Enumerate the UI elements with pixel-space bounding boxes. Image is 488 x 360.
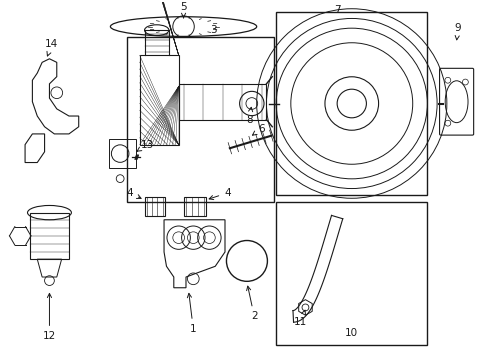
- Text: 14: 14: [45, 40, 59, 56]
- Bar: [109, 139, 136, 168]
- Text: 9: 9: [454, 23, 461, 40]
- Text: 5: 5: [180, 2, 186, 18]
- Text: 1: 1: [187, 293, 196, 334]
- Text: 11: 11: [293, 310, 306, 327]
- Bar: [30, 213, 69, 259]
- Text: 4: 4: [126, 188, 141, 198]
- Bar: [183, 197, 205, 216]
- Bar: [276, 12, 427, 195]
- Bar: [140, 55, 178, 145]
- Text: 4: 4: [209, 188, 230, 199]
- Text: 10: 10: [345, 328, 358, 338]
- Bar: [144, 197, 164, 216]
- Text: 2: 2: [246, 286, 257, 321]
- Text: 8: 8: [245, 107, 252, 125]
- Bar: [127, 37, 273, 202]
- Text: 6: 6: [252, 123, 264, 135]
- Text: 3: 3: [210, 25, 217, 35]
- Bar: [178, 84, 266, 120]
- Text: 7: 7: [333, 5, 340, 15]
- Text: 12: 12: [43, 293, 56, 341]
- Text: 13: 13: [137, 140, 153, 151]
- Bar: [276, 202, 427, 345]
